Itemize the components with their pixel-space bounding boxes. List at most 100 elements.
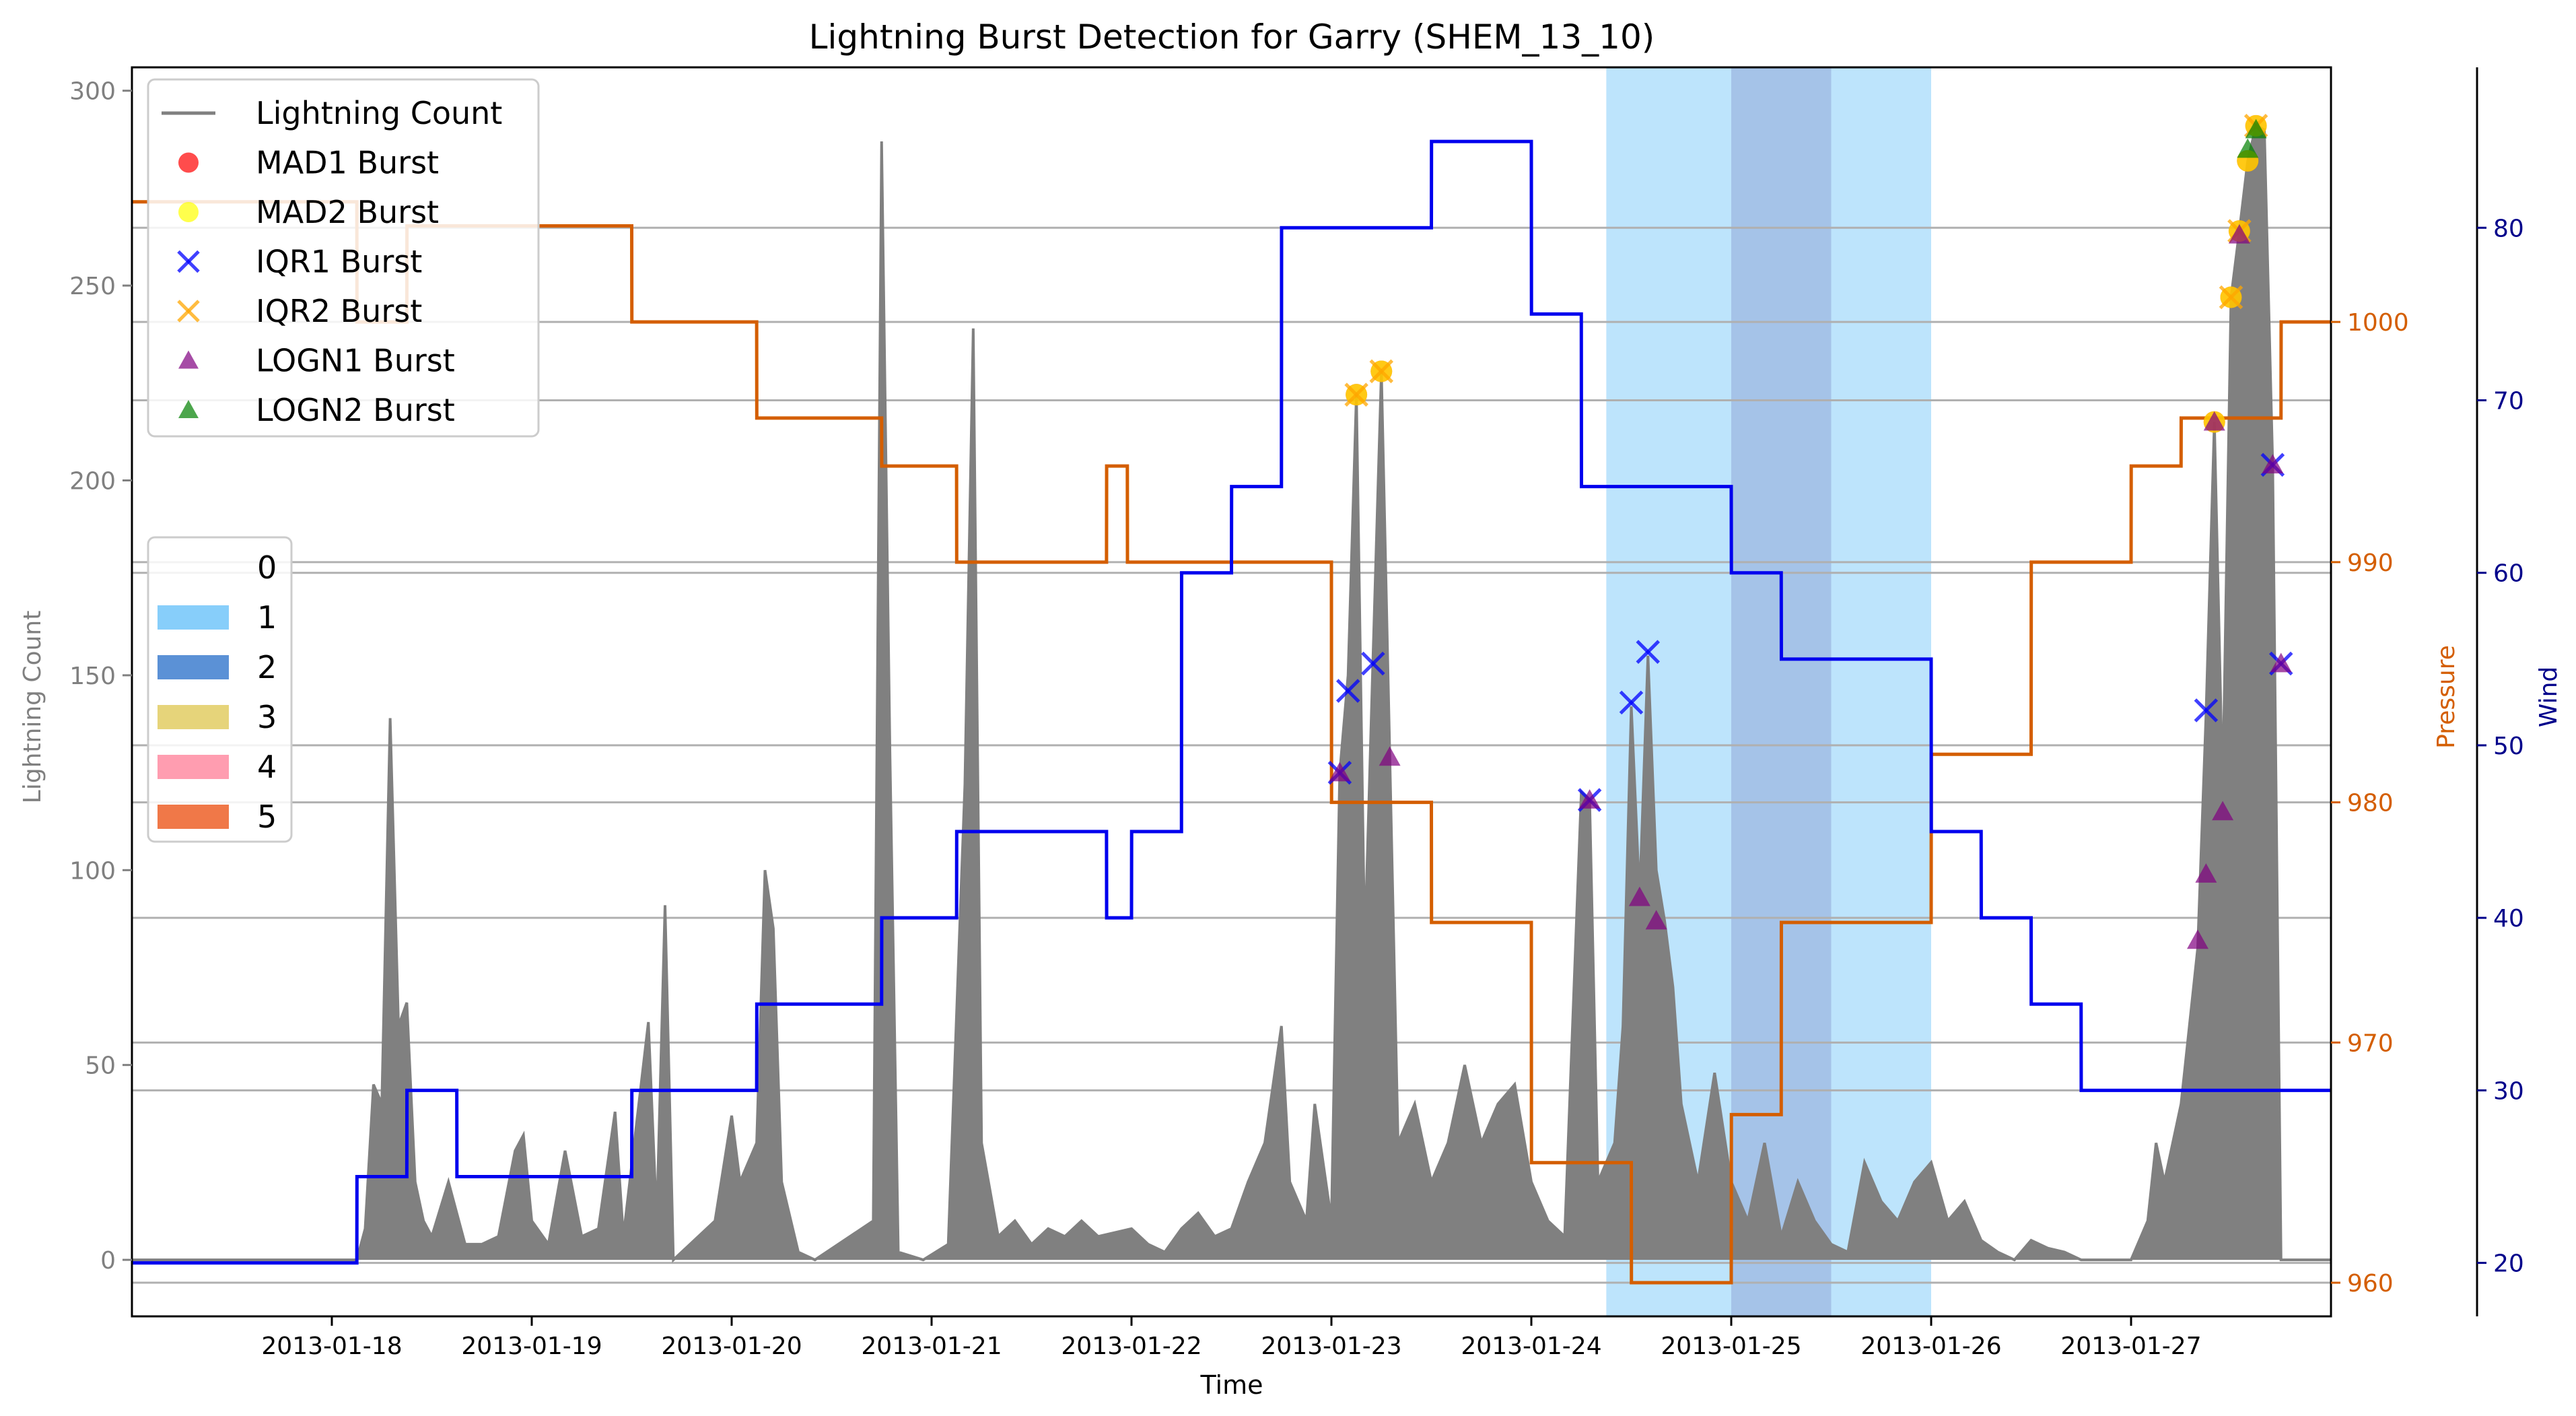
legend-marker-label: IQR1 Burst <box>256 244 422 280</box>
x-tick-label: 2013-01-20 <box>661 1333 802 1360</box>
legend-category-swatch <box>158 705 229 729</box>
legend-category-swatch <box>158 805 229 829</box>
x-tick-label: 2013-01-22 <box>1061 1333 1202 1360</box>
y-pressure-tick-label: 1000 <box>2347 309 2409 337</box>
legend-marker-label: LOGN2 Burst <box>256 392 455 428</box>
plot-frame <box>131 66 2332 1318</box>
legend-marker-label: IQR2 Burst <box>256 293 422 329</box>
legend-category-swatch <box>158 755 229 779</box>
y-wind-tick-label: 40 <box>2493 905 2524 933</box>
logn1-burst-marker <box>1578 789 1601 809</box>
category-span-2 <box>1731 67 1832 1316</box>
iqr2-burst-marker-stroke-b <box>2219 285 2243 310</box>
legend-marker-swatch <box>178 350 199 369</box>
y-wind-tick-label: 30 <box>2493 1077 2524 1105</box>
y-axis-label-lightning: Lightning Count <box>19 611 46 804</box>
logn1-burst-marker <box>2187 929 2208 949</box>
legend-marker-swatch <box>178 400 199 418</box>
y-pressure-tick-label: 980 <box>2347 790 2394 817</box>
x-tick-label: 2013-01-25 <box>1661 1333 1801 1360</box>
y-pressure-tick-label: 990 <box>2347 549 2394 577</box>
logn1-burst-marker <box>1329 762 1351 782</box>
legend-markers-box <box>147 78 540 438</box>
iqr2-burst-marker-stroke-b <box>1344 382 1368 407</box>
logn1-burst-marker <box>1379 746 1401 766</box>
y-wind-tick-label: 60 <box>2493 560 2524 588</box>
logn1-burst-marker <box>2262 454 2284 474</box>
legend-marker-label: MAD2 Burst <box>256 194 439 230</box>
iqr1-burst-marker-stroke-b <box>1636 640 1661 664</box>
lightning-count-line <box>132 123 2331 1263</box>
pressure-line <box>132 200 2331 1285</box>
y-wind-tick-label: 20 <box>2493 1250 2524 1278</box>
chart-title: Lightning Burst Detection for Garry (SHE… <box>809 18 1655 57</box>
category-span-1 <box>1831 67 1931 1316</box>
iqr1-burst-marker <box>1619 690 1644 715</box>
y-left-tick-label: 250 <box>69 273 116 300</box>
plot-clipped-group <box>132 67 2331 1316</box>
legend-category-swatch <box>158 655 229 679</box>
y-axis-label-wind: Wind <box>2535 667 2563 727</box>
iqr2-burst-marker <box>1369 359 1394 384</box>
iqr2-burst-marker <box>1344 382 1368 407</box>
y-left-tick-label: 150 <box>69 663 116 690</box>
axes-layer: 2013-01-18 2013-01-19 2013-01-20 2013-01-21… <box>69 66 2524 1360</box>
iqr2-burst-marker-stroke-b <box>1369 359 1394 384</box>
legend-category-label: 2 <box>257 649 277 685</box>
x-tick-label: 2013-01-23 <box>1261 1333 1401 1360</box>
legend-category-label: 1 <box>257 599 277 636</box>
legend-marker-swatch <box>178 152 199 173</box>
x-tick-label: 2013-01-18 <box>261 1333 402 1360</box>
y-wind-tick-label: 50 <box>2493 733 2524 760</box>
x-tick-label: 2013-01-19 <box>461 1333 602 1360</box>
legend-marker-swatch <box>177 250 200 273</box>
x-tick-label: 2013-01-26 <box>1860 1333 2001 1360</box>
legend-marker-label: Lightning Count <box>256 95 502 131</box>
legend-marker-swatch <box>177 300 200 323</box>
legend-marker-swatch <box>178 202 199 222</box>
iqr1-burst-marker-stroke-b <box>2194 698 2219 722</box>
y-wind-tick-label: 80 <box>2493 215 2524 242</box>
logn1-burst-marker <box>1628 886 1650 906</box>
legend-category-swatch <box>158 605 229 630</box>
logn1-burst-marker <box>2270 652 2292 673</box>
wind-line <box>132 139 2331 1265</box>
legend-layer: Lightning Count MAD1 Burst MAD2 Burst IQR1 … <box>147 78 540 843</box>
legend-marker-swatch-stroke-b <box>177 300 200 323</box>
logn2-burst-marker <box>2245 119 2267 139</box>
legend-marker-label: MAD1 Burst <box>256 145 439 181</box>
legend-marker-label: LOGN1 Burst <box>256 343 455 379</box>
iqr2-burst-marker <box>2219 285 2243 310</box>
y-left-tick-label: 0 <box>100 1247 116 1275</box>
iqr1-burst-marker <box>1361 651 1385 676</box>
legend-category-label: 5 <box>257 799 277 835</box>
iqr1-burst-marker <box>1636 640 1661 664</box>
legend-category-label: 0 <box>257 549 277 586</box>
y-pressure-tick-label: 960 <box>2347 1270 2394 1297</box>
x-tick-label: 2013-01-27 <box>2060 1333 2201 1360</box>
y-left-tick-label: 200 <box>69 468 116 496</box>
y-left-tick-label: 300 <box>69 78 116 106</box>
y-axis-label-pressure: Pressure <box>2433 645 2460 749</box>
logn1-burst-marker <box>2195 863 2217 883</box>
y-pressure-tick-label: 970 <box>2347 1030 2394 1057</box>
iqr1-burst-marker <box>2194 698 2219 722</box>
logn1-burst-marker <box>2212 801 2234 821</box>
iqr1-burst-marker-stroke-b <box>1335 679 1360 703</box>
legend-marker-swatch-stroke-b <box>177 250 200 273</box>
iqr1-burst-marker-stroke-b <box>1619 690 1644 715</box>
logn2-burst-marker <box>2237 138 2259 158</box>
logn1-burst-marker <box>2203 411 2225 431</box>
iqr1-burst-marker <box>1335 679 1360 703</box>
x-tick-label: 2013-01-24 <box>1461 1333 1601 1360</box>
legend-category-label: 4 <box>257 749 277 785</box>
iqr1-burst-marker-stroke-b <box>1361 651 1385 676</box>
logn1-burst-marker <box>2228 224 2250 244</box>
x-axis-label: Time <box>1200 1370 1263 1400</box>
y-wind-tick-label: 70 <box>2493 387 2524 415</box>
y-left-tick-label: 100 <box>69 857 116 885</box>
x-tick-label: 2013-01-21 <box>861 1333 1002 1360</box>
legend-category-label: 3 <box>257 699 277 735</box>
logn1-burst-marker <box>1645 910 1667 930</box>
